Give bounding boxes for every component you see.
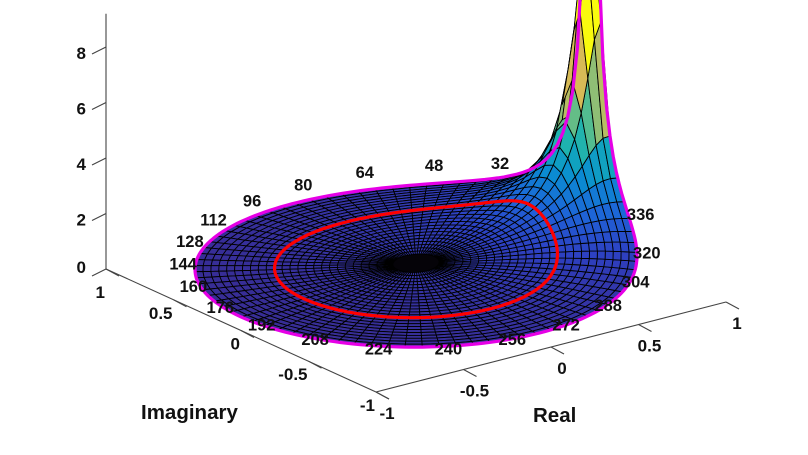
svg-text:80: 80 (294, 177, 312, 195)
svg-text:0.5: 0.5 (149, 304, 173, 323)
svg-text:224: 224 (365, 340, 393, 358)
svg-text:192: 192 (248, 317, 276, 335)
svg-text:256: 256 (499, 331, 527, 349)
svg-text:6: 6 (77, 100, 86, 119)
svg-text:144: 144 (169, 256, 197, 274)
svg-text:176: 176 (207, 299, 235, 317)
svg-text:48: 48 (425, 157, 443, 175)
svg-text:8: 8 (77, 44, 86, 63)
svg-text:272: 272 (552, 316, 580, 334)
svg-text:0: 0 (77, 258, 86, 277)
svg-text:32: 32 (491, 155, 509, 173)
svg-text:-0.5: -0.5 (278, 365, 307, 384)
svg-text:0: 0 (231, 335, 240, 354)
svg-text:1: 1 (96, 283, 105, 302)
svg-text:-1: -1 (360, 396, 375, 415)
svg-text:-0.5: -0.5 (460, 382, 489, 401)
svg-text:320: 320 (633, 245, 661, 263)
svg-text:304: 304 (622, 273, 650, 291)
svg-text:96: 96 (243, 193, 261, 211)
svg-text:-1: -1 (379, 404, 394, 423)
svg-text:2: 2 (77, 211, 86, 230)
svg-text:288: 288 (594, 297, 622, 315)
svg-text:208: 208 (301, 331, 329, 349)
svg-text:240: 240 (435, 341, 463, 359)
svg-text:128: 128 (176, 233, 204, 251)
svg-text:64: 64 (356, 164, 375, 182)
svg-text:336: 336 (627, 206, 655, 224)
svg-text:0.5: 0.5 (638, 337, 662, 356)
svg-text:Imaginary: Imaginary (141, 401, 238, 424)
svg-text:4: 4 (77, 155, 87, 174)
svg-text:160: 160 (180, 278, 208, 296)
svg-text:1: 1 (732, 314, 741, 333)
svg-text:Real: Real (533, 404, 576, 427)
svg-text:0: 0 (557, 359, 566, 378)
svg-text:112: 112 (200, 212, 227, 230)
